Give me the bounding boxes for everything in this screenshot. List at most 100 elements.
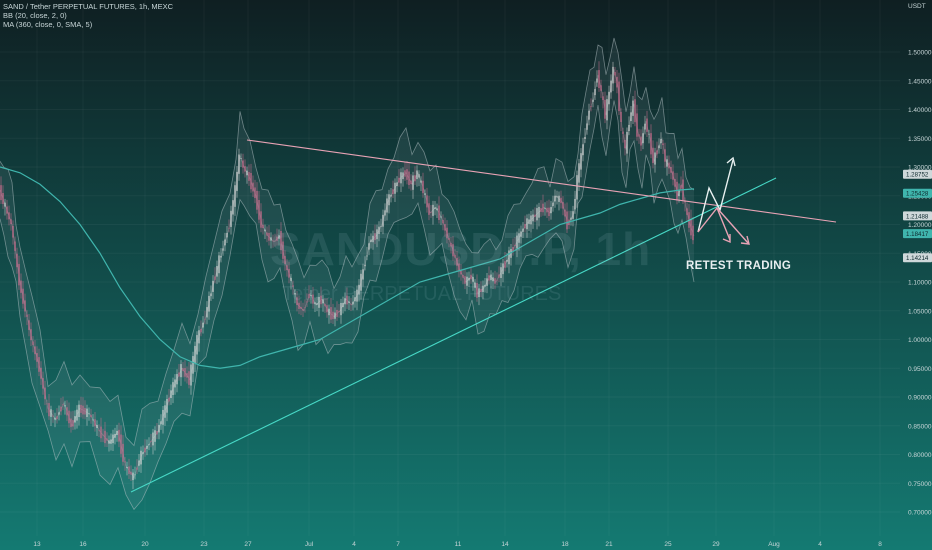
candle-body — [284, 256, 286, 264]
candle-body — [498, 274, 500, 278]
candle-body — [132, 472, 134, 481]
candle-body — [606, 99, 608, 121]
candle-body — [332, 311, 334, 320]
candle-body — [504, 261, 506, 268]
price-label[interactable]: 1.25428 — [903, 188, 932, 198]
candle-body — [456, 257, 458, 266]
candle-body — [92, 419, 94, 421]
retest-annotation[interactable]: RETEST TRADING — [686, 260, 792, 272]
candle-body — [326, 305, 328, 313]
candle-body — [450, 242, 452, 247]
candle-body — [402, 172, 404, 180]
candle-body — [472, 277, 474, 282]
candle-body — [420, 180, 422, 183]
x-tick-label: 27 — [244, 541, 252, 548]
candle-body — [560, 197, 562, 204]
candle-body — [598, 70, 600, 89]
candle-body — [216, 266, 218, 277]
candle-body — [424, 193, 426, 195]
price-label[interactable]: 1.21488 — [903, 211, 932, 221]
x-tick-label: 16 — [79, 541, 87, 548]
candle-body — [570, 217, 572, 220]
candle-body — [624, 139, 626, 149]
candle-body — [4, 202, 6, 207]
ma-360-line — [0, 166, 695, 369]
candle-body — [544, 207, 546, 209]
legend-ma[interactable]: MA (360, close, 0, SMA, 5) — [3, 20, 93, 29]
price-label-text: 1.18417 — [906, 231, 929, 238]
candle-body — [324, 303, 326, 307]
candle-body — [120, 434, 122, 454]
candle-body — [506, 259, 508, 262]
candle-body — [524, 224, 526, 229]
candle-body — [78, 404, 80, 418]
candle-body — [512, 246, 514, 252]
candle-body — [292, 285, 294, 287]
x-tick-label: 29 — [712, 541, 720, 548]
candle-body — [626, 131, 628, 154]
y-tick-label: 0.90000 — [908, 395, 932, 402]
candle-body — [148, 444, 150, 446]
candle-body — [378, 226, 380, 234]
x-tick-label: Aug — [768, 541, 780, 548]
candle-body — [466, 276, 468, 286]
candle-body — [286, 265, 288, 271]
candle-body — [122, 443, 124, 462]
support-trendline[interactable] — [130, 177, 777, 493]
candle-body — [196, 335, 198, 355]
candle-body — [260, 211, 262, 228]
bearish-projection-arrow-2[interactable] — [716, 207, 749, 244]
candle-body — [384, 210, 386, 216]
candle-body — [482, 285, 484, 292]
candle-body — [652, 147, 654, 164]
candle-body — [692, 225, 694, 241]
bearish-arrowhead-icon — [740, 235, 750, 245]
candle-body — [320, 295, 322, 305]
candle-body — [686, 208, 688, 215]
candle-body — [236, 171, 238, 191]
candle-body — [458, 263, 460, 272]
candle-body — [368, 243, 370, 250]
x-tick-label: 23 — [200, 541, 208, 548]
candle-body — [690, 218, 692, 236]
candle-body — [112, 434, 114, 444]
candle-body — [396, 182, 398, 187]
candle-body — [26, 314, 28, 317]
candle-body — [446, 227, 448, 239]
candle-body — [404, 170, 406, 177]
candle-body — [220, 255, 222, 258]
candle-body — [302, 308, 304, 311]
candle-body — [318, 296, 320, 308]
candle-body — [554, 195, 556, 202]
y-tick-label: 0.75000 — [908, 481, 932, 488]
candle-body — [116, 430, 118, 436]
candle-body — [88, 413, 90, 415]
candle-body — [588, 110, 590, 120]
candle-body — [228, 227, 230, 229]
candle-body — [334, 312, 336, 319]
candle-body — [398, 177, 400, 183]
price-label[interactable]: 1.14214 — [903, 253, 932, 263]
candle-body — [358, 284, 360, 295]
candle-body — [262, 224, 264, 229]
bullish-projection-arrow[interactable] — [697, 159, 734, 233]
candle-body — [584, 136, 586, 140]
price-label[interactable]: 1.18417 — [903, 229, 932, 239]
candle-body — [518, 233, 520, 243]
price-label[interactable]: 1.28752 — [903, 169, 932, 179]
legend-symbol[interactable]: SAND / Tether PERPETUAL FUTURES, 1h, MEX… — [3, 2, 174, 11]
candle-body — [448, 237, 450, 240]
resistance-trendline[interactable] — [246, 139, 837, 223]
candle-body — [40, 367, 42, 379]
bullish-arrowhead-icon — [726, 156, 736, 167]
price-label-text: 1.14214 — [906, 255, 929, 262]
price-label-box — [903, 169, 932, 179]
candle-body — [30, 329, 32, 341]
legend-bb[interactable]: BB (20, close, 2, 0) — [3, 11, 67, 20]
candle-body — [336, 309, 338, 317]
candle-body — [104, 430, 106, 444]
candle-body — [666, 159, 668, 167]
candle-body — [248, 172, 250, 181]
